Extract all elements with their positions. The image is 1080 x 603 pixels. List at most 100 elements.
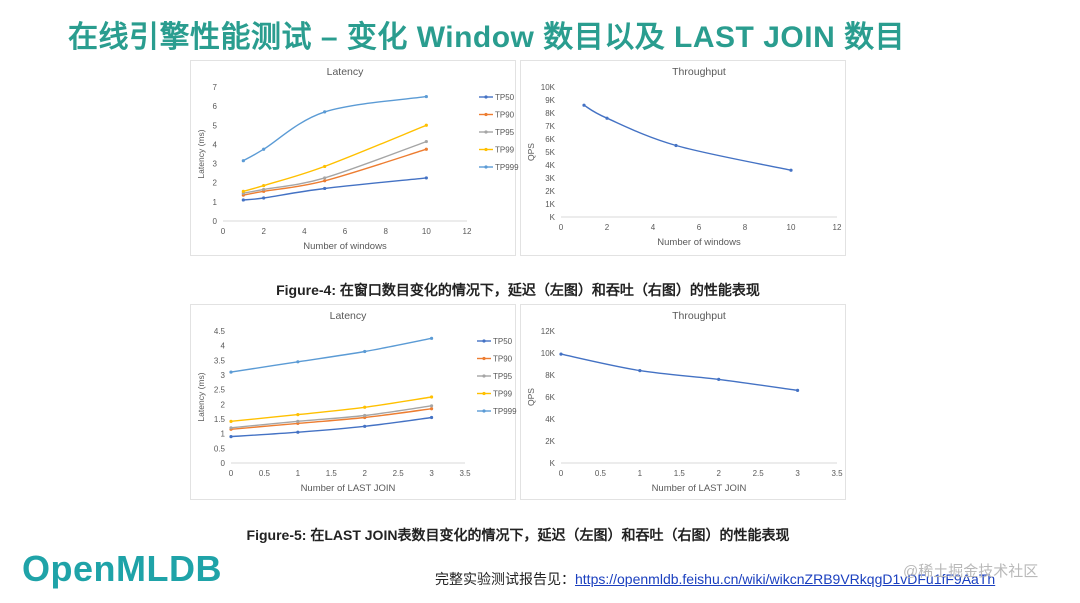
legend-marker-tp90 [484,112,488,117]
x-tick-label: 10 [787,223,796,232]
x-tick-label: 12 [463,227,472,236]
data-point-qps [638,369,642,373]
x-tick-label: 0 [559,223,564,232]
chart-fig5-latency: Latency 0 0.5 1 1.5 2 2.5 3 3.5 0 0.5 1 1.5 2 2.5 3 3.5 4… [190,304,517,500]
legend-marker-tp95 [482,374,486,378]
data-point-tp99 [262,183,266,188]
y-tick-label: 2K [545,187,555,196]
data-point-tp95 [262,187,266,192]
chart-fig4-throughput: Throughput 0 2 4 6 8 10 12 K 1K 2K 3K 4K 5K 6K 7K 8K 9K 10… [520,60,846,256]
y-tick-label: 12K [541,327,556,336]
figure5-caption: Figure-5: 在LAST JOIN表数目变化的情况下，延迟（左图）和吞吐（… [246,527,790,543]
data-point-tp99 [296,413,300,417]
series-line-tp99 [230,396,432,423]
series-line-tp999 [242,95,427,162]
x-tick-label: 2 [716,469,721,478]
figure4-caption: Figure-4: 在窗口数目变化的情况下，延迟（左图）和吞吐（右图）的性能表现 [276,282,760,298]
series-line-tp90 [230,408,432,430]
slide-title: 在线引擎性能测试 – 变化 Window 数目以及 LAST JOIN 数目 [68,21,906,54]
chart-title: Latency [327,66,365,78]
series-line-tp99 [243,124,427,193]
y-tick-label: K [550,213,556,222]
x-tick-label: 1.5 [674,469,686,478]
x-tick-label: 0 [559,469,564,478]
series-line-tp90 [243,148,427,196]
x-tick-label: 4 [651,223,656,232]
watermark: @稀土掘金技术社区 [903,563,1039,580]
data-point-tp999 [424,94,428,99]
data-point-qps [789,168,793,172]
y-tick-label: 2 [221,400,226,409]
legend-marker-tp90 [482,356,486,361]
data-point-tp50 [363,424,367,428]
x-tick-label: 3 [429,469,434,478]
y-axis-label: Latency (ms) [196,129,206,178]
y-tick-label: 2.5 [214,386,226,395]
y-tick-label: 3 [221,371,226,380]
legend-label: TP90 [493,355,513,364]
y-tick-label: 3K [545,174,555,183]
y-tick-label: 1K [545,200,555,209]
fig4-throughput-plot: Throughput 0 2 4 6 8 10 12 K 1K 2K 3K 4K 5K 6K 7K 8K 9K 10… [526,66,842,248]
y-tick-label: 4K [545,415,555,424]
y-tick-label: 4 [213,140,218,149]
data-point-tp95 [229,426,233,430]
data-point-tp50 [296,430,300,434]
y-axis-label: QPS [526,388,536,406]
data-point-qps [795,388,800,392]
series-line-tp999 [230,337,432,373]
legend-marker-tp95 [484,130,488,134]
x-tick-label: 2.5 [393,469,405,478]
y-tick-label: 10K [541,349,556,358]
y-tick-label: 0.5 [214,444,226,453]
legend-label: TP95 [495,128,515,137]
y-tick-label: 1.5 [214,415,226,424]
data-point-qps [559,352,563,356]
legend-label: TP90 [495,111,515,120]
x-tick-label: 3.5 [459,469,471,478]
y-axis-label: Latency (ms) [196,372,206,421]
data-point-tp50 [323,186,327,191]
data-point-tp95 [363,413,367,418]
y-tick-label: 0 [213,217,218,226]
report-link[interactable]: https://openmldb.feishu.cn/wiki/wikcnZRB… [575,571,996,587]
data-point-tp95 [296,419,300,423]
x-axis-label: Number of windows [303,241,387,252]
x-tick-label: 4 [302,227,307,236]
legend-label: TP99 [493,390,513,399]
data-point-tp90 [323,179,327,183]
x-tick-label: 12 [833,223,842,232]
y-tick-label: 4K [545,161,555,170]
data-point-tp99 [323,164,327,169]
data-point-tp50 [424,176,428,180]
x-tick-label: 2 [362,469,367,478]
data-point-tp99 [363,405,367,409]
x-tick-label: 2.5 [753,469,765,478]
y-tick-label: 6K [545,393,555,402]
data-point-tp999 [296,360,300,364]
y-tick-label: 4 [221,342,226,351]
x-tick-label: 0 [229,469,234,478]
openmldb-logo: OpenMLDB [22,548,222,589]
fig5-latency-plot: Latency 0 0.5 1 1.5 2 2.5 3 3.5 0 0.5 1 1.5 2 2.5 3 3.5 4… [196,310,517,494]
chart-title: Latency [330,310,368,322]
y-tick-label: 2 [213,179,218,188]
x-tick-label: 3.5 [831,469,843,478]
chart-title: Throughput [672,66,726,78]
data-point-tp999 [262,147,266,151]
legend-marker-tp99 [482,391,486,396]
x-tick-label: 6 [343,227,348,236]
x-tick-label: 8 [383,227,388,236]
data-point-tp50 [241,198,245,202]
legend-marker-tp50 [484,95,488,99]
y-tick-label: K [550,459,556,468]
legend-marker-tp99 [484,147,488,152]
x-tick-label: 2 [261,227,266,236]
y-tick-label: 6 [213,102,218,111]
y-tick-label: 8K [545,109,555,118]
series-line-qps [560,353,798,392]
x-tick-label: 0.5 [595,469,607,478]
data-point-qps [674,143,678,148]
y-tick-label: 8K [545,371,555,380]
chart-fig5-throughput: Throughput 0 0.5 1 1.5 2 2.5 3 3.5 K 2K 4K 6K 8K 10K 12… [520,304,846,500]
